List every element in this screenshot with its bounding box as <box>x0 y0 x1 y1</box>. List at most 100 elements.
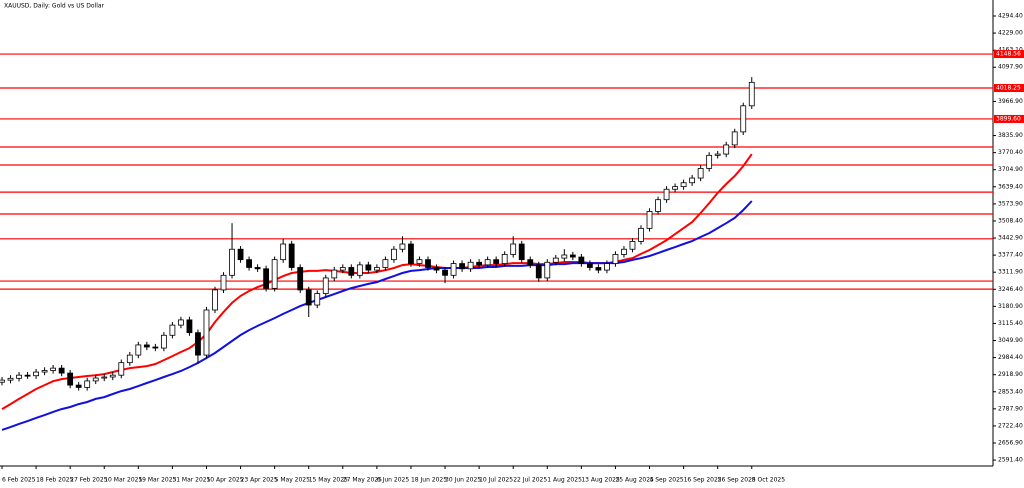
candle-body <box>356 264 363 276</box>
candle-body <box>339 267 346 271</box>
candle-body <box>271 259 278 289</box>
y-tick-label: 2591.40 <box>998 457 1023 464</box>
candle-body <box>442 269 448 276</box>
candle-body <box>391 248 397 261</box>
y-tick-label: 3966.90 <box>998 98 1023 105</box>
candle-body <box>638 227 644 242</box>
candle-body <box>723 144 730 155</box>
candle-body <box>672 186 678 190</box>
candle-body <box>220 274 227 291</box>
candle-body <box>0 379 5 383</box>
candle-body <box>152 346 159 349</box>
level-label: 4148.56 <box>996 51 1021 58</box>
candle-body <box>305 289 312 306</box>
candle-body <box>84 380 91 388</box>
level-label: 3899.60 <box>996 115 1021 122</box>
level-label-box <box>994 50 1024 59</box>
candle-body <box>518 243 525 261</box>
candle-body <box>178 319 184 326</box>
candle-body <box>604 263 610 271</box>
candle-body <box>365 264 372 271</box>
candle-body <box>493 259 500 264</box>
candle-body <box>135 344 142 356</box>
candle-body <box>484 259 491 266</box>
y-tick-label: 3573.90 <box>998 200 1023 207</box>
y-tick-label: 3115.40 <box>998 320 1023 327</box>
candle-body <box>450 263 457 276</box>
candle-body <box>501 254 508 264</box>
level-label-box <box>994 84 1024 93</box>
candle-body <box>646 211 653 229</box>
chart-title: XAUUSD, Daily: Gold vs US Dollar <box>4 3 105 10</box>
x-tick-label: 19 Mar 2025 <box>138 477 176 484</box>
y-tick-label: 3639.40 <box>998 183 1023 190</box>
candle-body <box>263 268 270 289</box>
candle-body <box>24 374 31 377</box>
candle-body <box>689 177 696 184</box>
candle-body <box>740 105 747 133</box>
candle-body <box>569 254 576 258</box>
y-tick-label: 2853.40 <box>998 388 1023 395</box>
candle-body <box>706 154 713 169</box>
y-tick-label: 3442.90 <box>998 235 1023 242</box>
x-tick-label: 31 Mar 2025 <box>172 477 210 484</box>
candle-body <box>655 199 661 212</box>
x-tick-label: 13 Aug 2025 <box>581 477 620 484</box>
candle-body <box>246 259 252 268</box>
candle-body <box>714 153 721 156</box>
x-tick-label: 10 Mar 2025 <box>104 477 142 484</box>
candle-body <box>612 254 619 264</box>
candle-body <box>663 188 670 201</box>
candle-body <box>476 261 483 266</box>
y-tick-label: 3377.40 <box>998 252 1023 259</box>
y-tick-label: 4229.00 <box>998 30 1023 37</box>
candle-body <box>621 248 627 255</box>
x-tick-label: 16 Sep 2025 <box>684 477 722 484</box>
candle-body <box>254 267 261 270</box>
candle-body <box>7 377 14 381</box>
candle-body <box>288 243 295 268</box>
y-tick-label: 2984.40 <box>998 354 1023 361</box>
candle-body <box>186 319 193 334</box>
candle-body <box>92 377 99 382</box>
candle-body <box>586 263 593 268</box>
candle-body <box>373 267 380 271</box>
y-tick-label: 3835.90 <box>998 132 1023 139</box>
candle-body <box>229 248 235 276</box>
moving-average <box>1 200 753 431</box>
candle-body <box>382 259 389 268</box>
x-tick-label: 10 Apr 2025 <box>206 477 243 484</box>
x-tick-label: 18 Jun 2025 <box>411 477 447 484</box>
candle-body <box>408 243 414 264</box>
x-tick-label: 5 May 2025 <box>275 477 310 484</box>
candle-body <box>552 257 559 263</box>
candle-body <box>425 259 431 268</box>
x-tick-label: 1 Aug 2025 <box>547 477 582 484</box>
y-tick-label: 3180.90 <box>998 303 1023 310</box>
candle-body <box>58 367 65 374</box>
x-tick-label: 18 Feb 2025 <box>36 477 74 484</box>
level-label: 4018.25 <box>996 85 1021 92</box>
x-tick-label: 6 Jun 2025 <box>377 477 409 484</box>
x-tick-label: 27 Feb 2025 <box>70 477 108 484</box>
candle-body <box>203 309 210 356</box>
x-tick-label: 25 Aug 2025 <box>615 477 654 484</box>
candle-body <box>510 243 517 255</box>
candle-body <box>297 267 304 291</box>
candle-body <box>195 332 201 356</box>
y-tick-label: 2722.40 <box>998 422 1023 429</box>
candle-body <box>399 243 406 250</box>
candle-body <box>748 81 755 107</box>
y-tick-label: 2918.90 <box>998 371 1023 378</box>
candle-body <box>41 370 48 373</box>
candle-body <box>160 334 167 349</box>
candle-body <box>416 259 423 264</box>
candle-body <box>75 384 82 388</box>
candle-body <box>459 263 465 270</box>
candle-body <box>126 354 133 364</box>
y-tick-label: 4097.90 <box>998 64 1023 71</box>
candle-body <box>169 324 176 336</box>
y-tick-label: 2787.90 <box>998 405 1023 412</box>
